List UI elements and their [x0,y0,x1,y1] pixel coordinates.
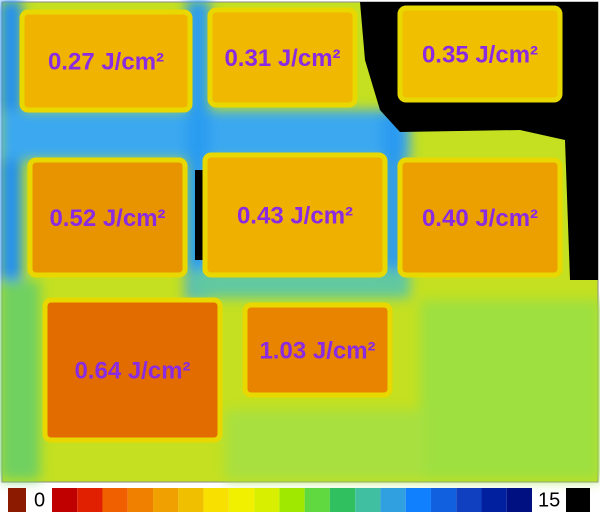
region-label: 0.35 J/cm² [422,41,538,68]
colorbar-swatch [456,488,482,512]
colorbar-swatch [254,488,280,512]
heated-region [397,5,563,103]
colorbar-swatch [405,488,431,512]
colorbar-max-label: 15 [538,489,560,511]
colorbar-high-swatch [566,488,590,512]
colorbar-swatch [178,488,204,512]
region-label: 0.43 J/cm² [237,202,353,229]
colorbar-swatch [102,488,128,512]
colorbar-swatch [153,488,179,512]
region-label: 1.03 J/cm² [259,337,375,364]
colorbar-swatch [430,488,457,512]
region-label: 0.64 J/cm² [74,357,190,384]
heatmap: 0.27 J/cm² 0.31 J/cm² 0.35 J/cm² 0.52 J/cm²… [0,0,600,483]
colorbar-swatch [77,488,103,512]
gap-shadow [195,170,203,260]
region-label: 0.27 J/cm² [48,48,164,75]
heated-region [27,157,188,278]
heated-region [19,9,193,113]
colorbar-swatch [228,488,255,512]
colorbar-swatch [279,488,305,512]
colorbar-swatch [203,488,229,512]
heated-region [397,157,563,278]
colorbar-swatch [127,488,154,512]
colorbar-swatch [329,488,356,512]
colorbar: 0 15 [8,488,590,512]
colorbar-swatch [506,488,532,512]
heated-region [202,152,388,278]
colorbar-swatch [355,488,381,512]
colorbar-swatch [52,488,78,512]
region-label: 0.31 J/cm² [224,45,340,72]
colorbar-swatch [380,488,406,512]
colorbar-min-label: 0 [34,489,45,511]
heated-region [242,302,393,398]
colorbar-swatch [481,488,507,512]
colorbar-low-swatch [8,488,26,512]
region-label: 0.40 J/cm² [422,205,538,232]
colorbar-swatch [304,488,330,512]
region-label: 0.52 J/cm² [49,205,165,232]
heated-region [42,297,223,443]
heated-region [207,7,358,108]
